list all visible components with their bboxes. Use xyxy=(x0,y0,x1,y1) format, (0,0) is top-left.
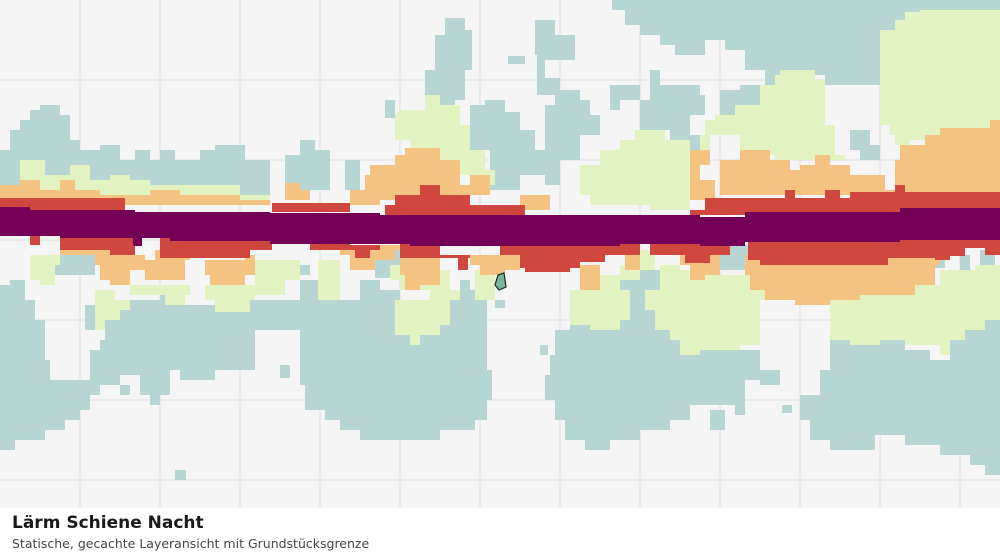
noise-zone-level-2 xyxy=(0,10,1000,355)
map-view[interactable] xyxy=(0,0,1000,508)
layer-title: Lärm Schiene Nacht xyxy=(12,513,204,533)
parcel-boundary-marker xyxy=(494,272,507,291)
noise-zone-level-5 xyxy=(0,207,1000,246)
map-caption xyxy=(0,508,1000,560)
noise-map xyxy=(0,0,1000,508)
layer-subtitle: Statische, gecachte Layeransicht mit Gru… xyxy=(12,536,370,551)
